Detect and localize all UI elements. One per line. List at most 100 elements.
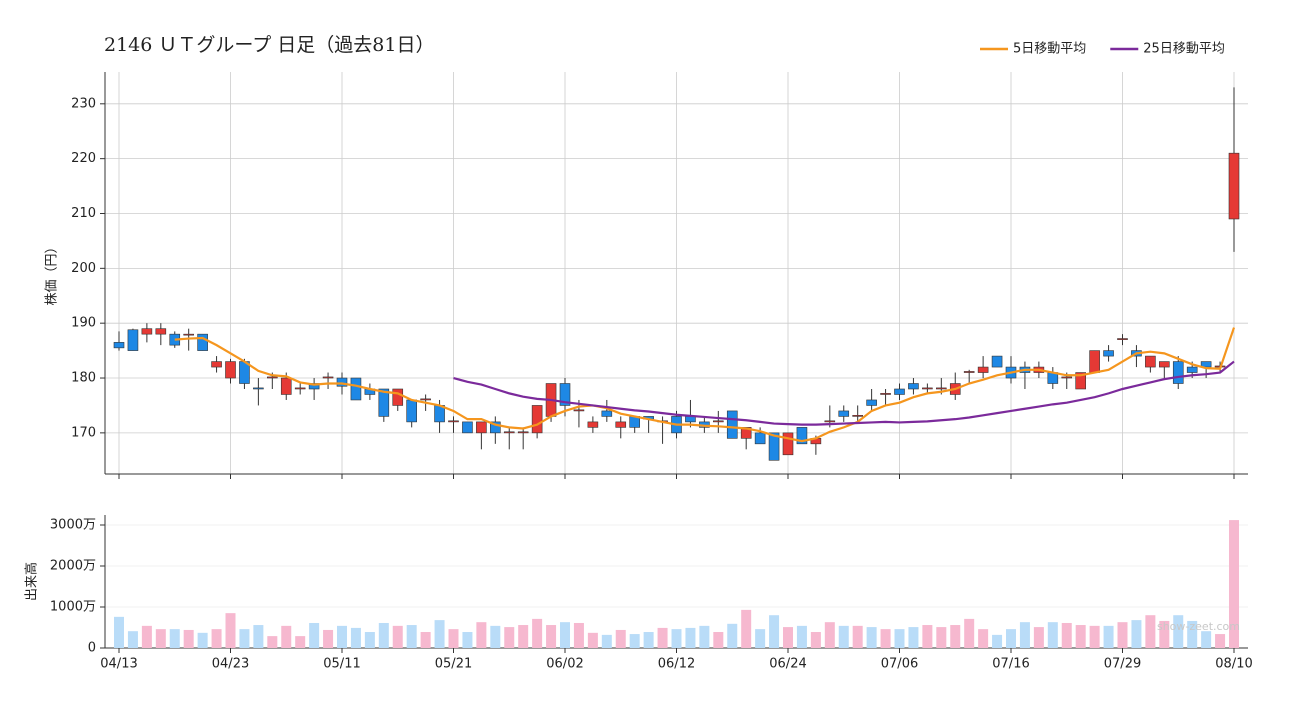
candle-body — [448, 420, 459, 423]
candle-body — [601, 410, 613, 417]
volume-bar — [1201, 631, 1212, 648]
volume-bar — [197, 632, 208, 648]
candle-body — [977, 366, 989, 373]
candle-body — [754, 432, 766, 445]
candle-body — [768, 432, 780, 461]
volume-bar — [1187, 620, 1198, 648]
volume-bar — [1145, 615, 1156, 648]
x-tick-label: 08/10 — [1215, 657, 1252, 672]
volume-bar — [755, 629, 766, 648]
x-tick-label: 07/06 — [881, 657, 918, 672]
volume-bar — [267, 636, 278, 648]
volume-bar — [783, 627, 793, 648]
candle-body — [503, 431, 515, 434]
volume-bar — [1047, 622, 1058, 648]
volume-bar — [392, 625, 403, 648]
volume-bar — [350, 627, 361, 648]
volume-bar — [880, 629, 891, 648]
y-tick-label: 230 — [71, 96, 96, 111]
candle-body — [852, 415, 863, 417]
ma-line — [453, 360, 1235, 426]
volume-bar — [239, 629, 250, 648]
x-tick-label: 07/16 — [992, 657, 1029, 672]
candle-body — [573, 409, 585, 412]
volume-bar — [560, 622, 570, 648]
volume-bar — [796, 625, 807, 648]
candle-body — [531, 405, 543, 434]
chart-title: 2146 ＵＴグループ 日足（過去81日） — [104, 34, 434, 56]
y-tick-label: 170 — [71, 425, 96, 440]
volume-bar — [1006, 629, 1016, 648]
candle-body — [322, 376, 334, 379]
volume-bar — [476, 622, 487, 648]
volume-bar — [1215, 634, 1226, 648]
x-tick-label: 06/02 — [546, 657, 583, 672]
candle-body — [406, 399, 417, 423]
y-axis-label: 出来高 — [24, 562, 40, 601]
volume-bar — [127, 631, 138, 648]
volume-bar — [964, 618, 975, 648]
candle-body — [1172, 361, 1184, 384]
volume-bar — [573, 622, 584, 648]
candle-body — [197, 333, 208, 351]
candle-body — [936, 387, 947, 390]
x-tick-label: 07/29 — [1104, 657, 1141, 672]
candle-body — [963, 371, 975, 373]
volume-bar — [978, 629, 989, 648]
volume-bar — [1019, 622, 1030, 648]
volume-bar — [1103, 625, 1114, 648]
candle-body — [796, 427, 808, 445]
volume-bar — [141, 625, 152, 648]
candle-body — [1145, 355, 1156, 368]
volume-bar — [169, 629, 180, 648]
x-tick-label: 05/21 — [435, 657, 472, 672]
volume-bar — [504, 627, 515, 648]
candle-body — [392, 388, 404, 406]
y-tick-label: 1000万 — [50, 600, 96, 615]
candle-body — [113, 342, 125, 349]
candle-body — [782, 432, 794, 456]
volume-bar — [448, 629, 459, 648]
volume-bar — [601, 634, 612, 648]
candle-body — [1117, 338, 1128, 340]
candle-body — [1075, 372, 1086, 390]
y-tick-label: 190 — [71, 316, 96, 331]
volume-bar — [1117, 622, 1128, 648]
volume-bar — [1173, 615, 1184, 648]
candle-body — [211, 361, 222, 368]
volume-bar — [420, 632, 431, 648]
volume-bar — [211, 629, 222, 648]
candle-body — [462, 421, 473, 434]
candle-body — [490, 421, 501, 434]
volume-bar — [587, 632, 598, 648]
candle-body — [824, 420, 836, 423]
candle-body — [726, 410, 738, 439]
volume-bar — [1033, 627, 1044, 648]
candle-body — [350, 377, 362, 401]
volume-bar — [713, 632, 724, 648]
volume-bar — [894, 629, 905, 648]
volume-bar — [936, 627, 947, 648]
volume-bar — [295, 636, 306, 648]
candle-body — [1061, 376, 1073, 379]
volume-bar — [922, 625, 933, 648]
volume-bar — [671, 629, 682, 648]
volume-bar — [950, 625, 961, 648]
candle-body — [866, 399, 877, 406]
candle-body — [127, 329, 139, 351]
volume-bar — [643, 632, 654, 648]
volume-bar — [532, 618, 543, 648]
candle-body — [587, 421, 599, 428]
volume-bar — [281, 625, 292, 648]
y-tick-label: 200 — [71, 261, 96, 276]
volume-bar — [852, 625, 863, 648]
volume-bar — [1089, 625, 1100, 648]
volume-bar — [518, 625, 529, 648]
volume-bar — [434, 620, 445, 648]
candle-body — [908, 383, 919, 390]
candle-body — [1089, 350, 1100, 373]
volume-bar — [155, 629, 166, 648]
volume-bar — [364, 632, 375, 648]
